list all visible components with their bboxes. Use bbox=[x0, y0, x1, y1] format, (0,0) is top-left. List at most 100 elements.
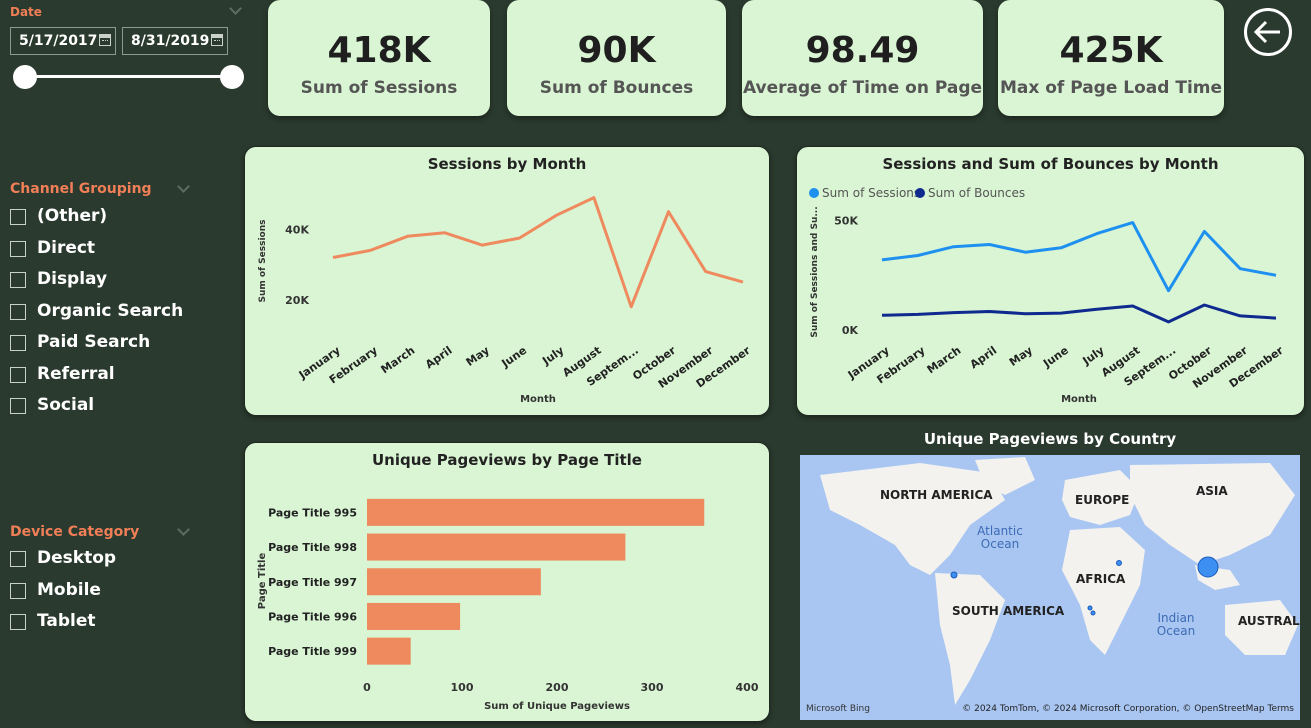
x-tick-label: June bbox=[1040, 344, 1071, 371]
x-tick-label: 300 bbox=[641, 681, 664, 694]
land-shapes bbox=[820, 457, 1298, 705]
end-date-value: 8/31/2019 bbox=[131, 33, 210, 49]
bubble-southeast-asia bbox=[1197, 556, 1219, 578]
date-slicer-title: Date bbox=[10, 5, 42, 19]
back-button[interactable] bbox=[1244, 8, 1292, 56]
kpi-value: 98.49 bbox=[805, 30, 920, 71]
checkbox-label: Organic Search bbox=[37, 300, 184, 321]
region-label: AUSTRALIA bbox=[1238, 614, 1300, 628]
y-axis-label: Sum of Sessions bbox=[258, 220, 268, 303]
x-tick-label: April bbox=[423, 344, 455, 371]
bar[interactable] bbox=[367, 568, 541, 596]
pageviews-by-title-chart: Page Title 995 Page Title 998 Page Title 9… bbox=[257, 498, 759, 712]
map-copyright[interactable]: © 2024 TomTom, © 2024 Microsoft Corporat… bbox=[962, 704, 1294, 714]
sessions-bounces-panel[interactable]: Sessions and Sum of Bounces by Month 0K 5… bbox=[796, 146, 1305, 416]
x-tick-label: May bbox=[464, 344, 492, 369]
x-axis-label: Month bbox=[1061, 394, 1097, 405]
x-tick-label: 400 bbox=[736, 681, 759, 694]
kpi-card-time-on-page: 98.49 Average of Time on Page bbox=[742, 0, 983, 116]
x-tick-label: July bbox=[1080, 344, 1107, 368]
bar[interactable] bbox=[367, 533, 626, 561]
checkbox-label: Mobile bbox=[37, 579, 101, 600]
start-date-input[interactable]: 5/17/2017 bbox=[10, 27, 116, 55]
checkbox[interactable] bbox=[10, 272, 26, 288]
greenland-land bbox=[975, 457, 1035, 495]
category-label: Page Title 998 bbox=[268, 541, 357, 554]
bubble-south-america bbox=[950, 571, 958, 579]
checkbox-label: Referral bbox=[37, 363, 115, 384]
channel-grouping-title: Channel Grouping bbox=[10, 181, 152, 197]
checkbox[interactable] bbox=[10, 551, 26, 567]
kpi-label: Max of Page Load Time bbox=[999, 78, 1223, 98]
calendar-icon[interactable] bbox=[211, 34, 223, 46]
europe-land bbox=[1062, 470, 1140, 525]
chevron-down-icon[interactable] bbox=[177, 180, 190, 193]
legend-label: Sum of Bounces bbox=[928, 186, 1025, 200]
x-tick-label: July bbox=[539, 344, 566, 368]
category-label: Page Title 999 bbox=[268, 645, 357, 658]
kpi-card-bounces: 90K Sum of Bounces bbox=[507, 0, 726, 116]
bar[interactable] bbox=[367, 602, 461, 630]
y-tick-label: 20K bbox=[285, 294, 309, 307]
pageviews-by-title-panel[interactable]: Unique Pageviews by Page Title Page Titl… bbox=[244, 442, 770, 722]
kpi-value: 425K bbox=[1059, 30, 1163, 71]
region-label: AFRICA bbox=[1076, 572, 1126, 586]
region-label: SOUTH AMERICA bbox=[952, 604, 1065, 618]
legend-marker bbox=[915, 188, 925, 198]
bubble-southern-africa-2 bbox=[1090, 610, 1096, 616]
date-range-start-handle[interactable] bbox=[13, 65, 37, 89]
series-line[interactable] bbox=[881, 221, 1277, 293]
chevron-down-icon[interactable] bbox=[177, 523, 190, 536]
checkbox[interactable] bbox=[10, 303, 26, 320]
date-range-end-handle[interactable] bbox=[220, 65, 244, 89]
checkbox[interactable] bbox=[10, 366, 26, 383]
checkbox[interactable] bbox=[10, 209, 26, 225]
checkbox-label: Desktop bbox=[37, 548, 117, 568]
start-date-value: 5/17/2017 bbox=[19, 33, 98, 49]
checkbox-label: Social bbox=[37, 395, 95, 415]
chevron-down-icon[interactable] bbox=[229, 2, 242, 15]
microsoft-bing-logo: Microsoft Bing bbox=[806, 704, 870, 714]
x-axis-label: Month bbox=[520, 394, 556, 405]
kpi-label: Sum of Sessions bbox=[300, 78, 458, 98]
kpi-value: 90K bbox=[577, 30, 656, 71]
checkbox[interactable] bbox=[10, 398, 26, 414]
checkbox[interactable] bbox=[10, 335, 26, 351]
checkbox[interactable] bbox=[10, 240, 26, 257]
date-range-track[interactable] bbox=[26, 75, 233, 78]
checkbox[interactable] bbox=[10, 582, 26, 599]
end-date-input[interactable]: 8/31/2019 bbox=[122, 27, 228, 55]
x-tick-label: March bbox=[925, 344, 964, 377]
x-tick-label: May bbox=[1007, 344, 1035, 369]
checkbox-label: (Other) bbox=[37, 206, 108, 226]
map-title: Unique Pageviews by Country bbox=[923, 430, 1177, 448]
x-tick-label: 100 bbox=[451, 681, 474, 694]
bubble-east-africa bbox=[1116, 560, 1122, 566]
y-axis-label: Sum of Sessions and Su... bbox=[810, 206, 820, 337]
region-label: ASIA bbox=[1196, 484, 1228, 498]
series-line[interactable] bbox=[881, 303, 1277, 324]
bubble-southern-africa-1 bbox=[1087, 605, 1093, 611]
x-tick-label: March bbox=[379, 344, 418, 377]
category-label: Page Title 995 bbox=[268, 506, 357, 519]
series-line[interactable] bbox=[332, 196, 744, 309]
bar[interactable] bbox=[367, 498, 705, 526]
legend-label: Sum of Sessions bbox=[822, 186, 920, 200]
x-tick-label: 200 bbox=[546, 681, 569, 694]
north-america-land bbox=[820, 463, 1005, 575]
kpi-card-page-load-time: 425K Max of Page Load Time bbox=[998, 0, 1224, 116]
y-tick-label: 50K bbox=[834, 214, 858, 227]
kpi-label: Sum of Bounces bbox=[539, 78, 694, 98]
sessions-by-month-panel[interactable]: Sessions by Month 20K 40K January February M… bbox=[244, 146, 770, 416]
region-label: NORTH AMERICA bbox=[880, 488, 993, 502]
checkbox[interactable] bbox=[10, 614, 26, 630]
bar[interactable] bbox=[367, 637, 411, 665]
world-map[interactable]: NORTH AMERICA EUROPE ASIA AFRICA SOUTH A… bbox=[800, 455, 1300, 720]
calendar-icon[interactable] bbox=[99, 34, 111, 46]
checkbox-label: Tablet bbox=[37, 611, 96, 631]
kpi-value: 418K bbox=[327, 30, 431, 71]
kpi-card-sessions: 418K Sum of Sessions bbox=[268, 0, 490, 116]
arrow-left-icon bbox=[1253, 20, 1280, 44]
ocean-label: Indian Ocean bbox=[1156, 611, 1196, 638]
